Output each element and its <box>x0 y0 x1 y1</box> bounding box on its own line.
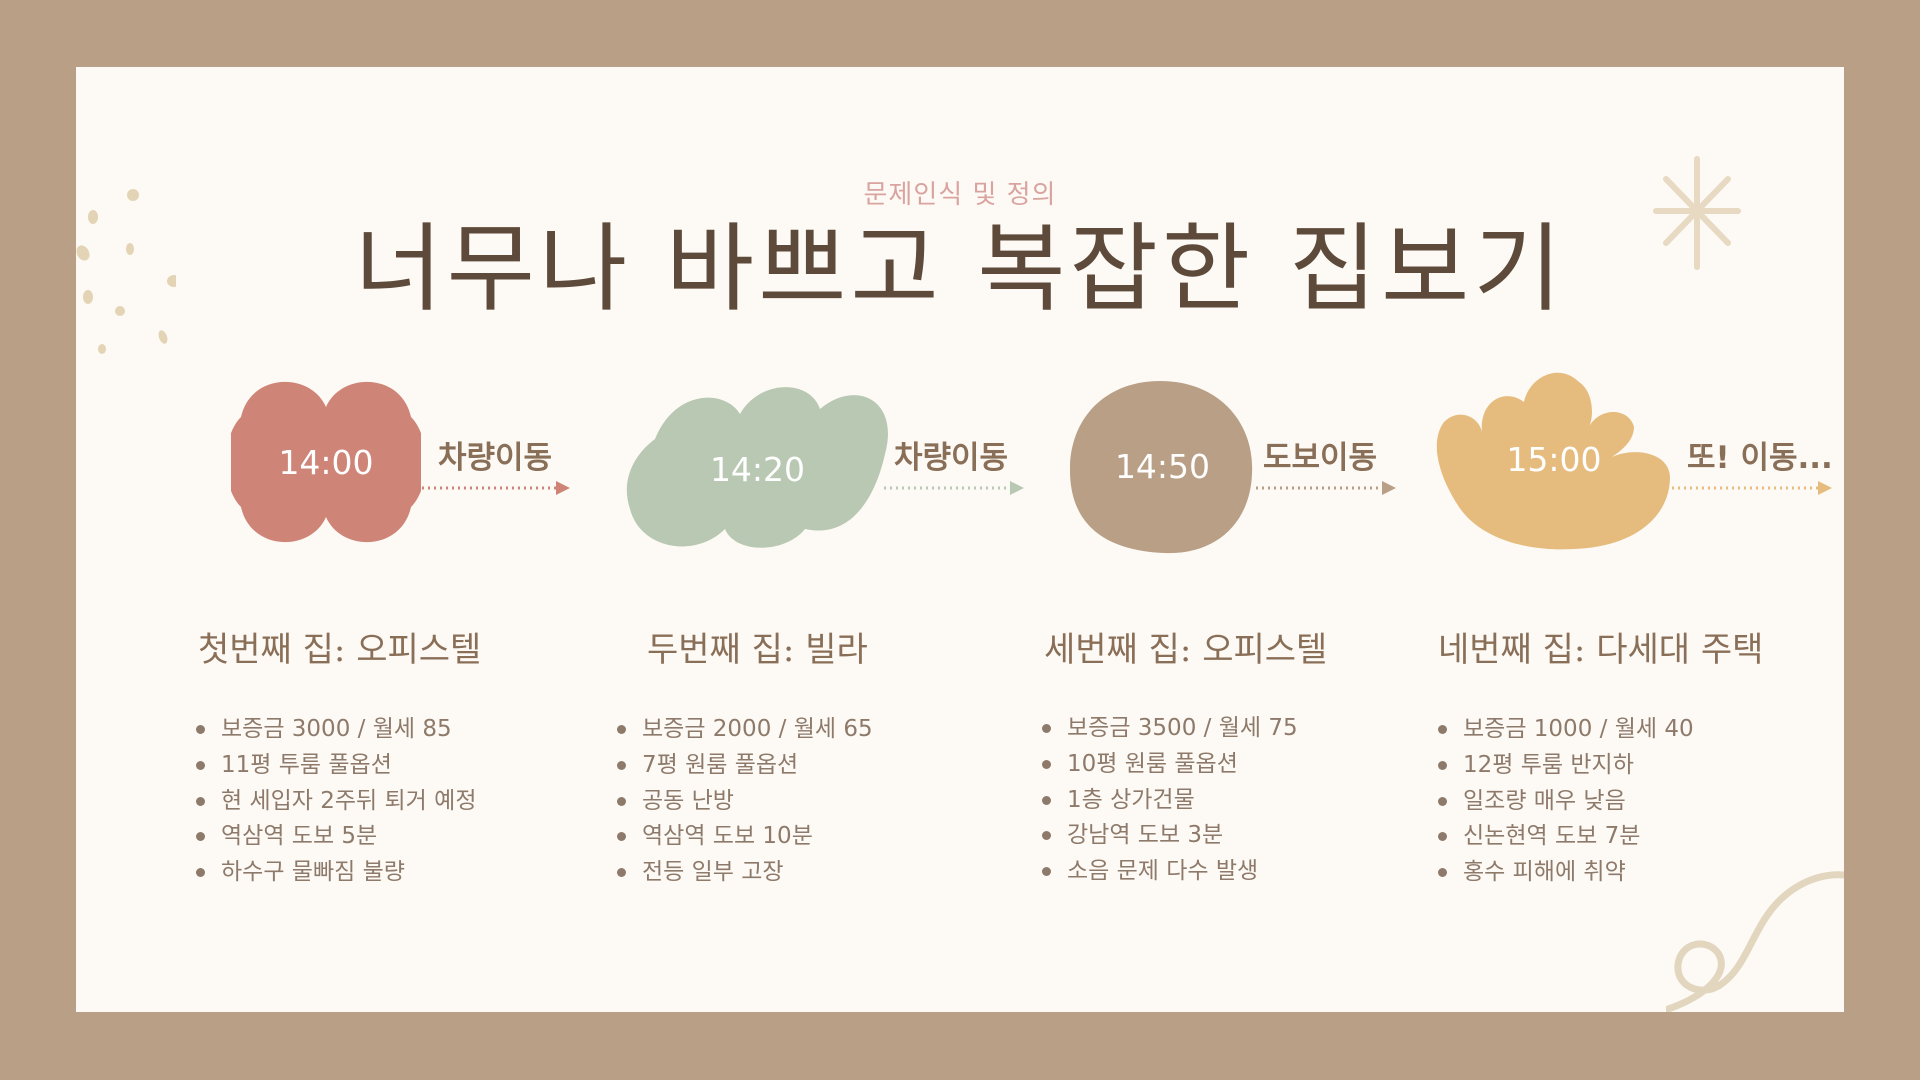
step-time: 14:00 <box>278 442 374 482</box>
fact-item: 7평 원룸 풀옵션 <box>617 748 873 784</box>
fact-item: 신논현역 도보 7분 <box>1438 819 1694 855</box>
step-time: 14:20 <box>709 449 806 489</box>
fact-item: 보증금 3500 / 월세 75 <box>1042 711 1298 747</box>
facts-list: 보증금 1000 / 월세 40 12평 투룸 반지하 일조량 매우 낮음 신논… <box>1438 712 1694 891</box>
flower-blob-shape <box>231 381 421 543</box>
fact-item: 1층 상가건물 <box>1042 783 1298 819</box>
fact-item: 12평 투룸 반지하 <box>1438 748 1694 784</box>
fact-item: 보증금 2000 / 월세 65 <box>617 712 873 748</box>
dotted-arrow-icon <box>410 481 570 495</box>
step-time: 14:50 <box>1114 447 1211 486</box>
move-label: 또! 이동... <box>1687 440 1833 476</box>
house-title: 첫번째 집: 오피스텔 <box>198 630 482 670</box>
fact-item: 보증금 3000 / 월세 85 <box>196 712 476 748</box>
fact-item: 공동 난방 <box>617 784 873 820</box>
house-title: 두번째 집: 빌라 <box>647 630 868 670</box>
fact-item: 역삼역 도보 5분 <box>196 819 476 855</box>
move-label: 차량이동 <box>438 440 553 476</box>
asterisk-icon <box>1653 156 1741 270</box>
step-time: 15:00 <box>1506 440 1602 479</box>
slide-title: 너무나 바쁘고 복잡한 집보기 <box>354 213 1566 325</box>
dotted-arrow-icon <box>884 481 1024 495</box>
fact-item: 역삼역 도보 10분 <box>617 819 873 855</box>
facts-list: 보증금 3500 / 월세 75 10평 원룸 풀옵션 1층 상가건물 강남역 … <box>1042 711 1298 890</box>
slide-card: 문제인식 및 정의 너무나 바쁘고 복잡한 집보기 14:00 차량이동 14:… <box>76 67 1844 1012</box>
house-title: 네번째 집: 다세대 주택 <box>1438 630 1764 670</box>
facts-list: 보증금 3000 / 월세 85 11평 투룸 풀옵션 현 세입자 2주뒤 퇴거… <box>196 712 476 891</box>
fact-item: 현 세입자 2주뒤 퇴거 예정 <box>196 784 476 820</box>
facts-list: 보증금 2000 / 월세 65 7평 원룸 풀옵션 공동 난방 역삼역 도보 … <box>617 712 873 891</box>
slide-subtitle: 문제인식 및 정의 <box>863 180 1057 210</box>
fact-item: 강남역 도보 3분 <box>1042 818 1298 854</box>
fact-item: 일조량 매우 낮음 <box>1438 784 1694 820</box>
move-label: 도보이동 <box>1263 440 1378 476</box>
fact-item: 홍수 피해에 취약 <box>1438 855 1694 891</box>
dots-decoration <box>76 189 176 354</box>
fact-item: 소음 문제 다수 발생 <box>1042 854 1298 890</box>
leaf-blob-shape <box>1436 372 1670 550</box>
dotted-arrow-icon <box>1256 481 1396 495</box>
fact-item: 전등 일부 고장 <box>617 855 873 891</box>
fact-item: 보증금 1000 / 월세 40 <box>1438 712 1694 748</box>
cloud-blob-shape <box>626 387 888 548</box>
house-title: 세번째 집: 오피스텔 <box>1044 630 1328 670</box>
squiggle-decoration <box>1666 871 1844 1012</box>
fact-item: 11평 투룸 풀옵션 <box>196 748 476 784</box>
dotted-arrow-icon <box>1672 481 1832 495</box>
move-label: 차량이동 <box>894 440 1009 476</box>
fact-item: 10평 원룸 풀옵션 <box>1042 747 1298 783</box>
fact-item: 하수구 물빠짐 불량 <box>196 855 476 891</box>
round-blob-shape <box>1070 381 1253 554</box>
